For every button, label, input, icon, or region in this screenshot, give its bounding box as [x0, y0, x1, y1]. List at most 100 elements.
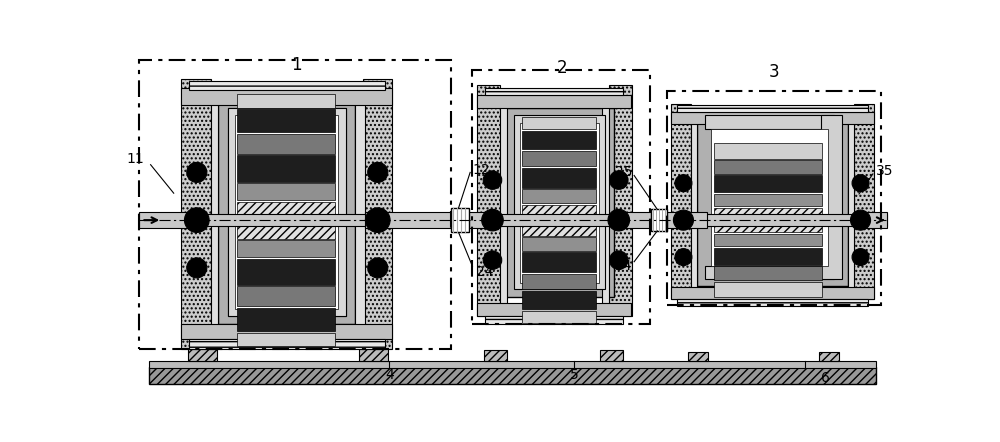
Bar	[188, 349, 217, 361]
Bar	[451, 213, 494, 228]
Bar	[522, 117, 596, 129]
Bar	[705, 266, 834, 279]
Bar	[714, 282, 822, 297]
Bar	[677, 299, 868, 306]
Circle shape	[368, 162, 388, 183]
Text: 25: 25	[615, 164, 633, 179]
Text: 2: 2	[557, 59, 568, 77]
Text: 11: 11	[127, 152, 144, 166]
Bar	[820, 114, 842, 279]
Bar	[477, 85, 500, 316]
Text: 5: 5	[570, 368, 578, 382]
Bar	[506, 108, 614, 297]
Bar	[714, 194, 822, 206]
Bar	[237, 134, 335, 154]
Bar	[602, 93, 609, 307]
Bar	[477, 302, 631, 316]
Circle shape	[675, 175, 692, 192]
Bar	[139, 214, 887, 226]
Bar	[237, 183, 335, 200]
Bar	[522, 252, 596, 272]
Bar	[237, 226, 335, 239]
Bar	[671, 287, 874, 299]
Bar	[677, 105, 868, 112]
Circle shape	[368, 258, 388, 278]
Bar	[691, 111, 697, 292]
Bar	[363, 79, 392, 349]
Bar	[235, 114, 338, 309]
Bar	[854, 104, 874, 299]
Circle shape	[483, 251, 502, 270]
Bar	[228, 108, 346, 316]
Bar	[522, 131, 596, 149]
Bar	[522, 168, 596, 188]
Bar	[237, 286, 335, 306]
Circle shape	[851, 210, 871, 230]
Circle shape	[187, 162, 207, 183]
Bar	[522, 291, 596, 309]
Bar	[211, 88, 218, 339]
Text: 3: 3	[769, 62, 780, 80]
Bar	[522, 189, 596, 203]
Circle shape	[483, 171, 502, 189]
Bar	[228, 108, 346, 316]
Bar	[477, 95, 631, 108]
Text: 34: 34	[615, 259, 633, 273]
Circle shape	[365, 208, 390, 232]
Bar	[714, 234, 822, 246]
Circle shape	[608, 210, 630, 231]
Bar	[189, 339, 385, 349]
Bar	[181, 88, 392, 105]
Bar	[355, 88, 365, 339]
Circle shape	[184, 208, 209, 232]
Bar	[848, 111, 854, 292]
Bar	[237, 308, 335, 331]
Text: 35: 35	[876, 164, 893, 178]
Bar	[714, 225, 822, 232]
Bar	[609, 85, 632, 316]
Bar	[522, 311, 596, 323]
Bar	[500, 93, 507, 307]
Bar	[666, 91, 881, 305]
Bar	[484, 350, 507, 361]
Text: 6: 6	[821, 371, 830, 385]
Bar	[714, 267, 822, 280]
Bar	[711, 129, 828, 266]
Bar	[149, 367, 876, 384]
Bar	[237, 109, 335, 132]
Circle shape	[610, 251, 628, 270]
Bar	[688, 352, 708, 361]
Bar	[189, 81, 385, 90]
Bar	[139, 213, 193, 228]
Bar	[237, 332, 335, 347]
Bar	[181, 324, 392, 339]
Bar	[365, 213, 453, 228]
Circle shape	[187, 258, 207, 278]
Bar	[697, 114, 848, 286]
Text: 4: 4	[385, 368, 394, 382]
Bar	[237, 94, 335, 108]
Circle shape	[610, 171, 628, 189]
Circle shape	[673, 210, 693, 230]
Circle shape	[852, 248, 869, 266]
Bar	[181, 79, 211, 349]
Circle shape	[675, 248, 692, 266]
Bar	[485, 316, 623, 324]
Bar	[522, 226, 596, 236]
Bar	[714, 143, 822, 159]
Bar	[714, 160, 822, 174]
Bar	[522, 151, 596, 166]
Text: 12: 12	[472, 163, 490, 177]
Bar	[613, 213, 655, 228]
Text: 1: 1	[292, 56, 302, 73]
Bar	[819, 352, 839, 361]
Bar	[600, 350, 623, 361]
Bar	[237, 156, 335, 182]
Bar	[139, 60, 451, 349]
Bar	[237, 240, 335, 257]
Bar	[714, 208, 822, 216]
Bar	[671, 111, 874, 124]
Bar	[237, 202, 335, 214]
Bar	[149, 361, 876, 368]
Bar	[522, 205, 596, 214]
